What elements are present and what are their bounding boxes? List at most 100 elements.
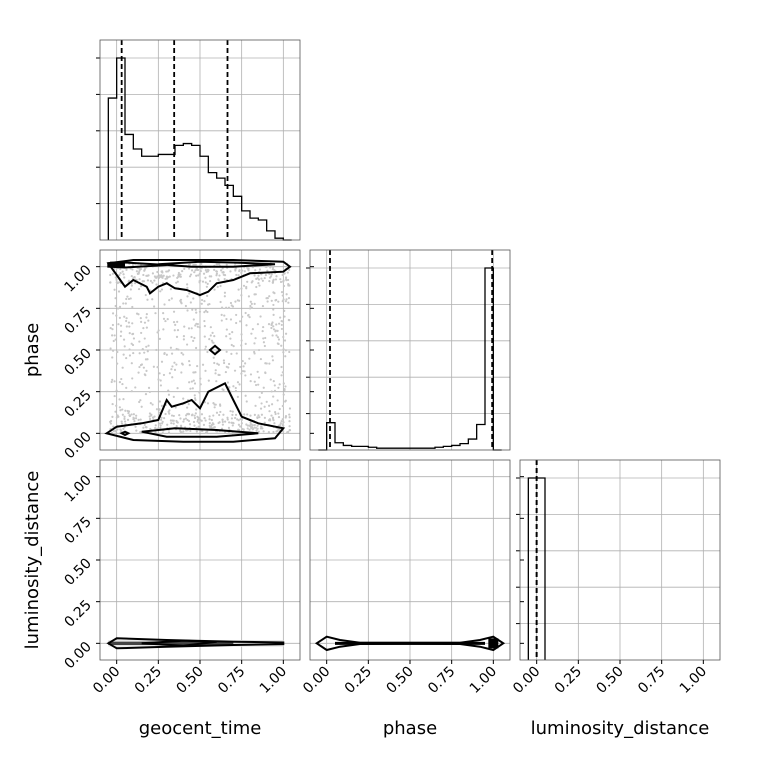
scatter-point (194, 308, 197, 311)
scatter-point (139, 363, 143, 367)
scatter-point (172, 310, 176, 313)
scatter-point (204, 419, 207, 422)
x-axis-label-phase: phase (383, 718, 437, 739)
histogram-geocent_time (107, 57, 292, 241)
density-core (108, 641, 234, 645)
scatter-point (256, 370, 259, 373)
scatter-point (283, 389, 286, 392)
scatter-point (280, 344, 283, 347)
contour-geocent_time-phase-3 (158, 260, 276, 268)
scatter-point (145, 345, 148, 348)
scatter-point (218, 373, 221, 377)
scatter-point (115, 416, 118, 419)
scatter-point (272, 291, 275, 294)
scatter-point (113, 394, 116, 398)
scatter-point (214, 372, 217, 375)
scatter-point (182, 353, 185, 356)
scatter-point (135, 429, 138, 432)
scatter-point (223, 295, 226, 298)
scatter-point (121, 270, 124, 273)
scatter-point (253, 423, 256, 427)
scatter-point (203, 325, 206, 328)
scatter-point (258, 284, 261, 287)
scatter-point (114, 276, 117, 279)
scatter-point (169, 419, 172, 422)
scatter-point (162, 312, 165, 315)
scatter-point (160, 418, 163, 421)
scatter-point (201, 363, 205, 366)
scatter-point (284, 355, 287, 358)
scatter-point (170, 422, 173, 425)
scatter-point (138, 400, 141, 404)
scatter-point (281, 418, 284, 421)
scatter-point (167, 389, 170, 392)
scatter-point (213, 361, 216, 365)
scatter-point (213, 426, 216, 429)
scatter-point (208, 338, 211, 341)
scatter-point (167, 410, 170, 413)
scatter-point (139, 317, 142, 320)
scatter-point (113, 267, 116, 270)
scatter-point (145, 316, 148, 319)
scatter-point (156, 366, 159, 369)
contour-geocent_time-phase-4 (141, 427, 259, 438)
scatter-point (147, 319, 150, 322)
scatter-point (225, 306, 228, 309)
scatter-point (282, 393, 285, 396)
x-tick-label-geocent_time: 0.50 (173, 664, 206, 697)
scatter-point (125, 268, 128, 271)
scatter-point (218, 262, 221, 265)
scatter-point (259, 427, 263, 430)
scatter-point (158, 422, 162, 425)
scatter-point (250, 332, 253, 335)
scatter-point (182, 418, 186, 421)
scatter-point (230, 343, 233, 347)
scatter-point (234, 389, 238, 393)
scatter-point (269, 266, 272, 269)
scatter-point (116, 307, 120, 310)
scatter-point (150, 414, 153, 417)
y-axis-label-luminosity_distance: luminosity_distance (22, 471, 43, 650)
x-tick-label-phase: 0.75 (425, 664, 458, 697)
scatter-point (192, 339, 195, 342)
scatter-point (244, 374, 247, 377)
scatter-point (121, 382, 124, 386)
scatter-point (250, 302, 253, 305)
scatter-point (280, 374, 283, 377)
scatter-point (182, 430, 185, 433)
scatter-point (164, 412, 167, 416)
scatter-point (260, 413, 264, 416)
scatter-point (125, 386, 128, 389)
scatter-point (175, 281, 178, 284)
scatter-point (203, 300, 206, 303)
scatter-point (156, 270, 159, 274)
scatter-point (261, 279, 264, 282)
scatter-point (256, 323, 260, 326)
scatter-point (276, 399, 279, 402)
scatter-point (154, 426, 157, 430)
scatter-point (266, 300, 269, 303)
scatter-point (282, 335, 285, 339)
scatter-point (206, 310, 209, 314)
scatter-point (250, 306, 253, 309)
scatter-point (263, 421, 266, 424)
scatter-point (153, 279, 156, 282)
scatter-point (216, 285, 219, 288)
scatter-point (229, 409, 232, 413)
scatter-point (142, 280, 146, 283)
x-tick-label-geocent_time: 1.00 (257, 664, 290, 697)
scatter-point (176, 320, 179, 323)
scatter-point (114, 410, 117, 413)
scatter-point (200, 302, 203, 305)
scatter-point (230, 304, 233, 307)
scatter-point (237, 428, 240, 431)
scatter-point (143, 321, 147, 324)
scatter-point (262, 430, 265, 433)
scatter-point (217, 278, 220, 281)
scatter-point (271, 355, 274, 358)
scatter-point (257, 383, 260, 386)
scatter-point (264, 362, 267, 365)
scatter-point (219, 284, 222, 288)
scatter-point (273, 389, 277, 392)
scatter-point (208, 418, 211, 421)
